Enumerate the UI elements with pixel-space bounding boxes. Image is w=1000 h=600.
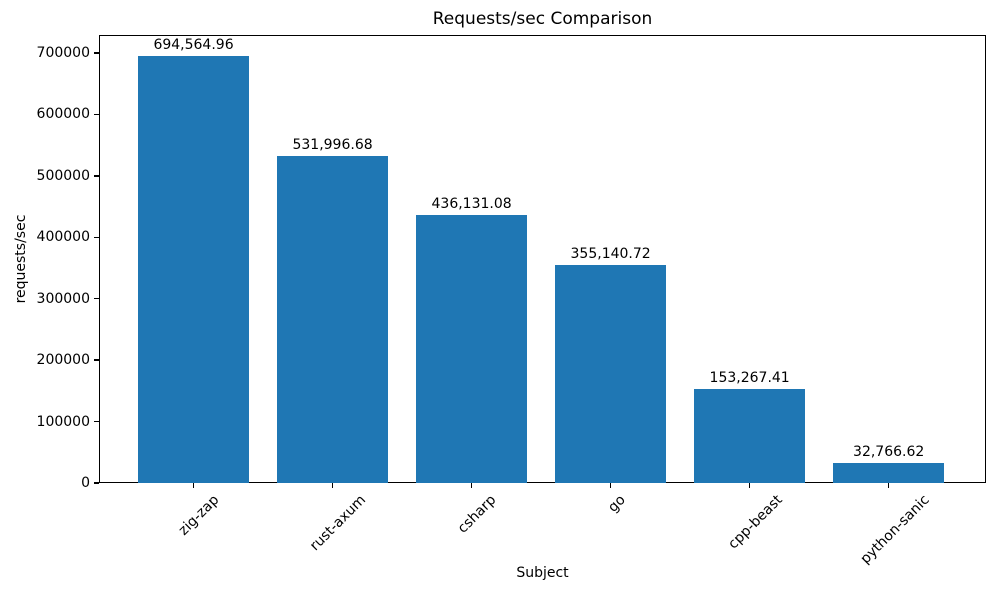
bar-csharp <box>415 215 528 483</box>
y-tick-mark <box>94 359 99 361</box>
y-tick-mark <box>94 420 99 423</box>
x-tick-label: cpp-beast <box>725 492 786 553</box>
y-tick-label: 400000 <box>36 229 90 246</box>
y-tick-mark <box>94 175 99 177</box>
y-tick-label: 0 <box>81 475 90 491</box>
bar-rust-axum <box>276 156 389 483</box>
x-tick-label: python-sanic <box>856 492 933 568</box>
y-tick-label: 600000 <box>36 106 90 123</box>
x-tick-label: go <box>604 492 629 516</box>
bar-zig-zap <box>137 56 250 483</box>
bar-cpp-beast <box>694 388 806 483</box>
y-tick-mark <box>94 236 99 239</box>
y-tick-label: 100000 <box>36 413 90 430</box>
y-tick-label: 500000 <box>36 167 90 184</box>
bar-value-label: 355,140.72 <box>570 245 651 262</box>
x-tick-mark <box>331 483 334 488</box>
x-tick-mark <box>470 483 473 488</box>
y-tick-mark <box>94 52 99 54</box>
x-tick-label: rust-axum <box>307 492 370 555</box>
x-tick-mark <box>192 483 195 488</box>
bar-value-label: 531,996.68 <box>292 137 373 154</box>
y-tick-mark <box>94 297 99 300</box>
y-tick-label: 300000 <box>36 290 90 307</box>
y-tick-mark <box>94 482 99 484</box>
y-tick-label: 200000 <box>36 352 90 369</box>
bar-value-label: 694,564.96 <box>153 37 234 54</box>
bar-value-label: 436,131.08 <box>431 196 512 213</box>
bar-value-label: 153,267.41 <box>709 369 790 386</box>
chart-title: Requests/sec Comparison <box>432 9 653 29</box>
x-tick-label: csharp <box>455 492 500 537</box>
x-tick-mark <box>887 483 890 488</box>
x-tick-mark <box>609 483 612 488</box>
x-tick-label: zig-zap <box>175 492 223 539</box>
bar-python-sanic <box>833 462 945 483</box>
x-tick-mark <box>748 483 751 488</box>
y-tick-label: 700000 <box>36 44 90 61</box>
x-axis-label: Subject <box>516 565 569 581</box>
y-tick-mark <box>94 113 99 116</box>
bar-value-label: 32,766.62 <box>853 443 925 460</box>
bar-go <box>555 264 667 483</box>
